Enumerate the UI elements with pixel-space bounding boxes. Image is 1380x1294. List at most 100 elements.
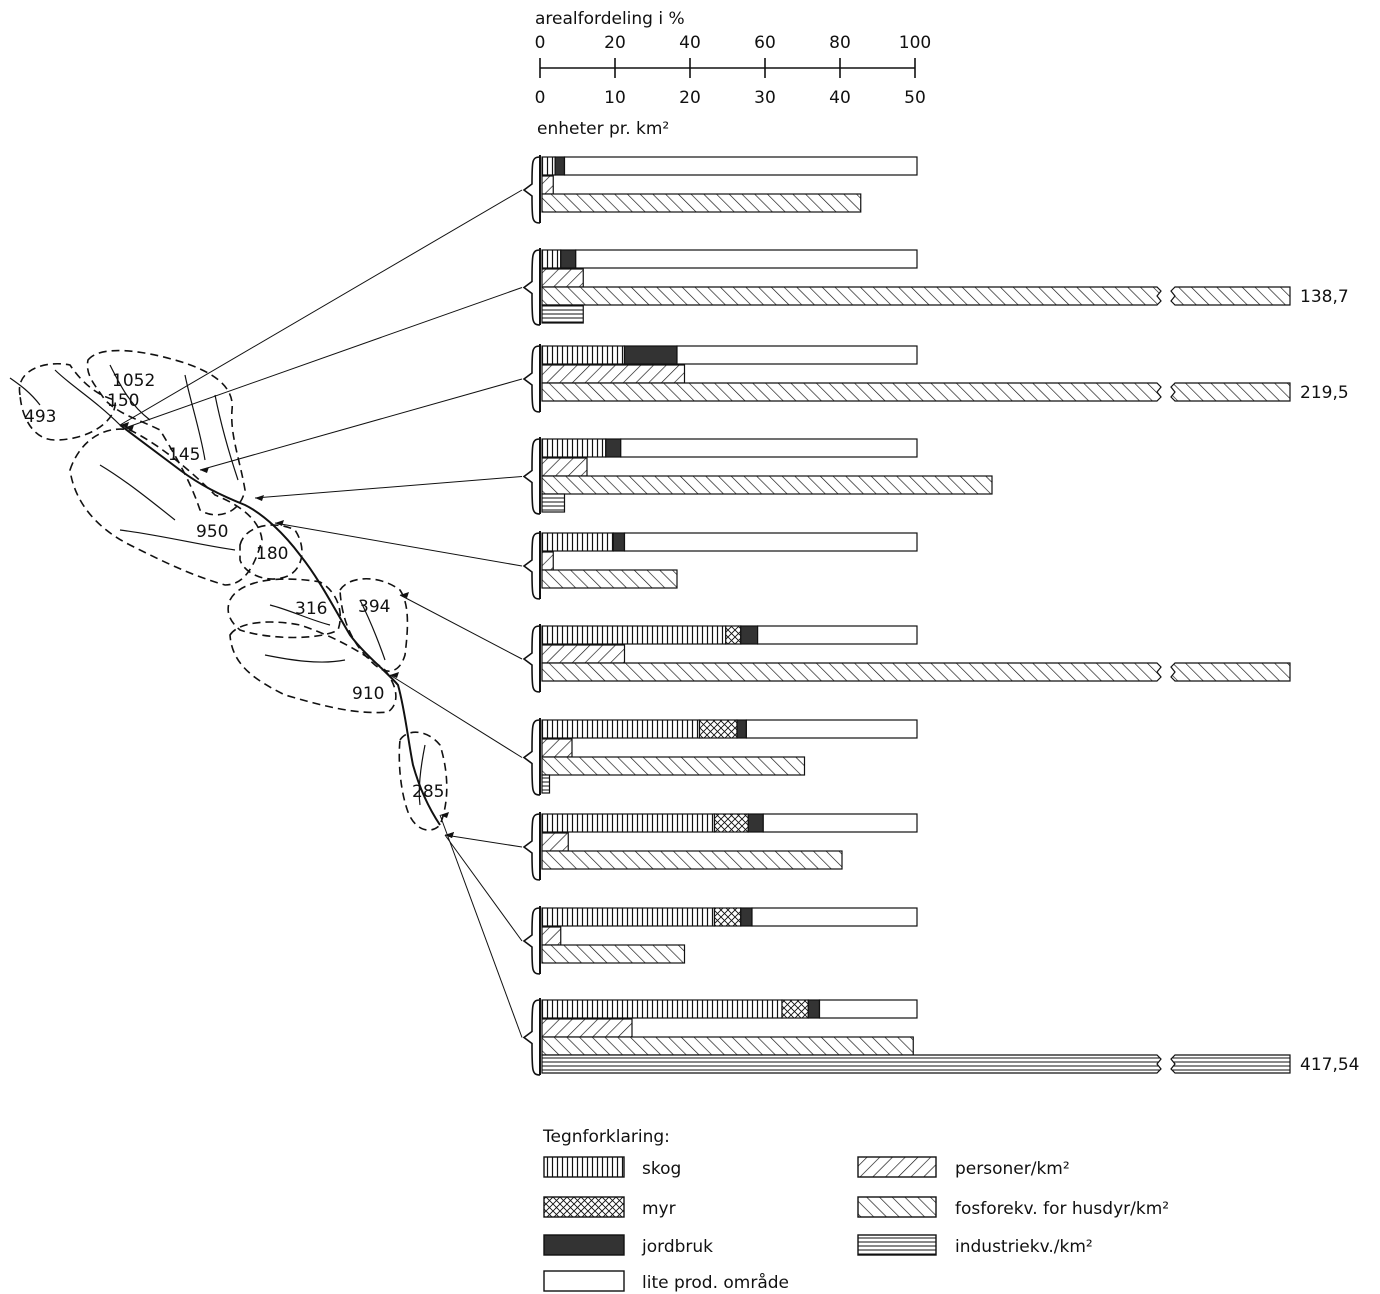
- legend-swatch-myr: [543, 1196, 625, 1218]
- connector-arrowhead: [400, 592, 409, 598]
- bar-personer: [541, 551, 554, 571]
- connector-arrowhead: [255, 495, 264, 501]
- scale-tick-label-top: 0: [535, 33, 546, 53]
- basin-outline: [86, 349, 246, 516]
- scale-tick-label-bottom: 20: [679, 88, 701, 108]
- map-label: 1052: [112, 371, 155, 391]
- bar-skog: [541, 532, 614, 552]
- basin-outline: [229, 621, 397, 714]
- legend-swatch-lite-prod: [543, 1270, 625, 1292]
- legend-label: lite prod. område: [642, 1272, 789, 1293]
- basin-outline: [339, 578, 409, 672]
- map-label: 950: [196, 522, 228, 542]
- scale-tick-label-bottom: 0: [535, 88, 546, 108]
- bar-group: [522, 531, 918, 600]
- bar-personer: [541, 364, 686, 384]
- bar-personer: [541, 832, 569, 852]
- group-brace: [522, 907, 541, 975]
- legend-swatch-skog: [543, 1156, 625, 1178]
- bar-personer: [541, 738, 573, 758]
- map-label: 493: [24, 407, 56, 427]
- river-tributary: [264, 654, 346, 663]
- connector-line: [444, 834, 523, 942]
- bar-lite-prod: [757, 625, 918, 645]
- bar-jordbruk: [612, 532, 626, 552]
- bar-lite-prod: [762, 813, 918, 833]
- scale-tick-label-top: 20: [604, 33, 626, 53]
- bar-lite-prod: [623, 532, 918, 552]
- legend-title: Tegnforklaring:: [542, 1127, 670, 1147]
- bar-value-label: 417,54: [1300, 1055, 1359, 1075]
- bar-skog: [541, 156, 556, 176]
- legend-label: jordbruk: [641, 1237, 713, 1257]
- bar-fosfor: [541, 944, 686, 964]
- map-label: 145: [168, 445, 200, 465]
- legend-label: fosforekv. for husdyr/km²: [955, 1199, 1169, 1219]
- bar-myr: [725, 625, 742, 645]
- connector-line: [124, 287, 523, 429]
- connector-line: [444, 834, 523, 848]
- river-main: [119, 424, 441, 826]
- bar-skog: [541, 625, 727, 645]
- bar-groups: 138,7 219,5 417,54: [522, 155, 1359, 1076]
- bar-jordbruk: [740, 625, 759, 645]
- connector-arrowhead: [445, 832, 454, 838]
- bar-personer: [541, 926, 562, 946]
- bar-fosfor: [541, 569, 678, 589]
- bar-fosfor: [541, 193, 862, 213]
- bar-fosfor: [541, 382, 1162, 402]
- map-label: 150: [107, 391, 139, 411]
- group-brace: [522, 345, 541, 413]
- scale-ticks: 0 0 20 10 40 20 60 30 80 40 100 50: [535, 33, 932, 108]
- bar-group: [522, 718, 918, 796]
- bar-fosfor: [541, 286, 1162, 306]
- bar-group: 219,5: [522, 344, 1349, 413]
- bar-personer: [541, 1018, 633, 1038]
- bar-jordbruk: [807, 999, 821, 1019]
- bar-lite-prod: [563, 156, 918, 176]
- bar-skog: [541, 999, 783, 1019]
- scale-bottom-label: enheter pr. km²: [537, 119, 669, 139]
- scale-tick-label-bottom: 30: [754, 88, 776, 108]
- bar-myr: [781, 999, 809, 1019]
- river-tributary: [214, 394, 239, 481]
- connector-arrowhead: [200, 467, 209, 473]
- bar-value-label: 219,5: [1300, 383, 1349, 403]
- legend-swatch-fosfor: [857, 1196, 937, 1218]
- scale-tick-label-bottom: 10: [604, 88, 626, 108]
- bar-group: [522, 155, 918, 224]
- bar-skog: [541, 438, 607, 458]
- group-brace: [522, 999, 541, 1076]
- river-tributary: [418, 744, 426, 806]
- bar-personer: [541, 457, 588, 477]
- bar-group: [522, 437, 993, 515]
- bar-lite-prod: [745, 719, 918, 739]
- group-brace: [522, 438, 541, 515]
- legend-label: skog: [642, 1159, 681, 1179]
- bar-fosfor: [541, 850, 843, 870]
- connector-arrowhead: [120, 422, 129, 428]
- bar-fosfor: [541, 662, 1162, 682]
- group-brace: [522, 249, 541, 326]
- basin-outline: [69, 428, 263, 586]
- basin-outline: [18, 363, 116, 441]
- bar-myr: [713, 907, 742, 927]
- bar-lite-prod: [575, 249, 918, 269]
- scale-tick-label-top: 60: [754, 33, 776, 53]
- connector-line: [254, 476, 523, 499]
- bar-industri: [541, 1054, 1162, 1074]
- bar-jordbruk: [740, 907, 753, 927]
- legend-label: myr: [642, 1199, 676, 1219]
- bar-jordbruk: [560, 249, 577, 269]
- map-label: 285: [412, 782, 444, 802]
- bar-lite-prod: [818, 999, 918, 1019]
- bar-skog: [541, 719, 701, 739]
- scale-tick-label-top: 100: [899, 33, 931, 53]
- bar-lite-prod: [676, 345, 918, 365]
- connector-lines: [119, 189, 523, 1038]
- bar-jordbruk: [623, 345, 678, 365]
- bar-industri: [541, 493, 566, 513]
- group-brace: [522, 532, 541, 600]
- bar-fosfor: [541, 475, 993, 495]
- legend-swatch-industri: [857, 1234, 937, 1256]
